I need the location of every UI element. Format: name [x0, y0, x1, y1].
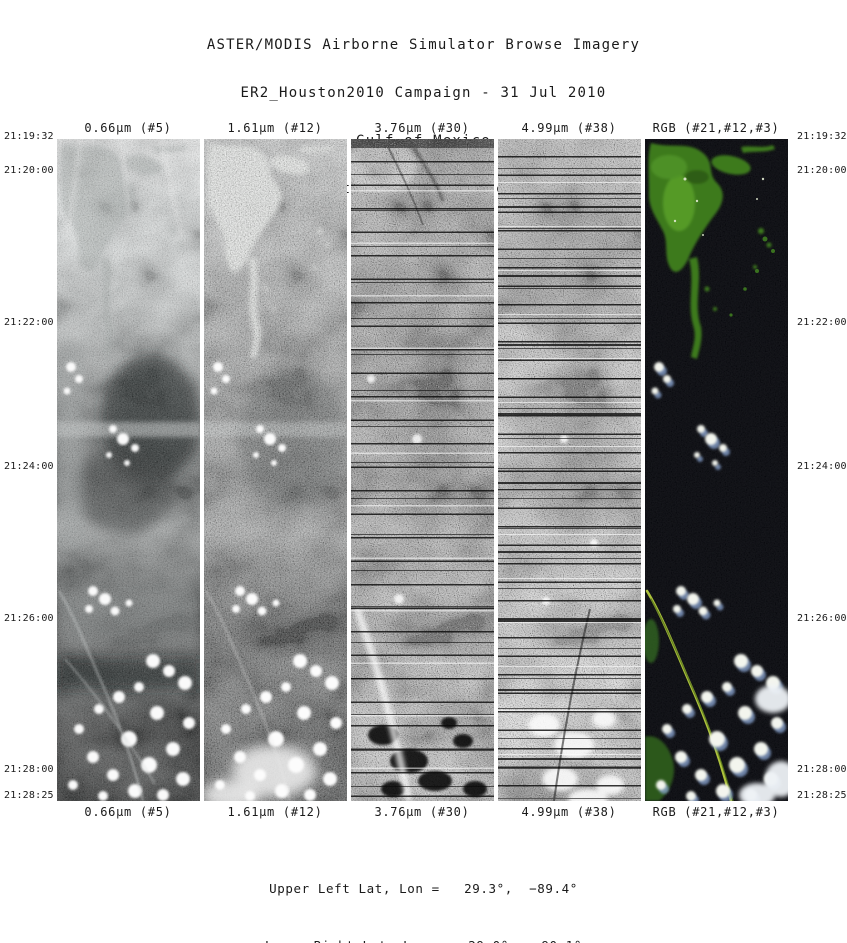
time-label-left: 21:19:32 [4, 131, 54, 142]
time-label-right: 21:20:00 [797, 165, 847, 176]
time-label-right: 21:26:00 [797, 613, 847, 624]
time-label-left: 21:20:00 [4, 165, 54, 176]
land-strip-diagonal [645, 589, 734, 801]
panel-label-bottom-161um: 1.61µm (#12) [227, 805, 323, 819]
strip-image-499um [498, 139, 641, 801]
delta-green [648, 143, 775, 359]
time-label-right: 21:28:25 [797, 790, 847, 801]
panel-label-bottom-499um: 4.99µm (#38) [521, 805, 617, 819]
title-line-1: ASTER/MODIS Airborne Simulator Browse Im… [206, 37, 641, 53]
strip-161um [204, 139, 347, 801]
panel-label-top-066um: 0.66µm (#5) [84, 121, 172, 135]
panel-label-bottom-376um: 3.76µm (#30) [374, 805, 470, 819]
footer-metadata: Upper Left Lat, Lon = 29.3°, −89.4° Lowe… [0, 841, 847, 943]
strip-066um [57, 139, 200, 801]
time-label-right: 21:28:00 [797, 764, 847, 775]
title-line-2: ER2_Houston2010 Campaign - 31 Jul 2010 [240, 85, 607, 101]
time-label-left: 21:26:00 [4, 613, 54, 624]
strip-rgb [645, 139, 788, 801]
time-label-left: 21:28:25 [4, 790, 54, 801]
strip-499um [498, 139, 641, 801]
panel-label-top-161um: 1.61µm (#12) [227, 121, 323, 135]
strip-image-rgb [645, 139, 788, 801]
panel-label-bottom-rgb: RGB (#21,#12,#3) [652, 805, 780, 819]
time-label-left: 21:28:00 [4, 764, 54, 775]
panel-label-bottom-066um: 0.66µm (#5) [84, 805, 172, 819]
time-label-left: 21:22:00 [4, 317, 54, 328]
time-label-left: 21:24:00 [4, 461, 54, 472]
strip-image-376um [351, 139, 494, 801]
panel-label-top-499um: 4.99µm (#38) [521, 121, 617, 135]
meta-lower-right-latlon: Lower Right Lat, Lon = 29.0°, −90.1° [0, 936, 847, 943]
strip-image-161um [204, 139, 347, 801]
strip-image-066um [57, 139, 200, 801]
strip-376um [351, 139, 494, 801]
panel-label-top-376um: 3.76µm (#30) [374, 121, 470, 135]
meta-upper-left-latlon: Upper Left Lat, Lon = 29.3°, −89.4° [269, 881, 578, 896]
time-label-right: 21:24:00 [797, 461, 847, 472]
time-label-right: 21:19:32 [797, 131, 847, 142]
time-label-right: 21:22:00 [797, 317, 847, 328]
panel-label-top-rgb: RGB (#21,#12,#3) [652, 121, 780, 135]
